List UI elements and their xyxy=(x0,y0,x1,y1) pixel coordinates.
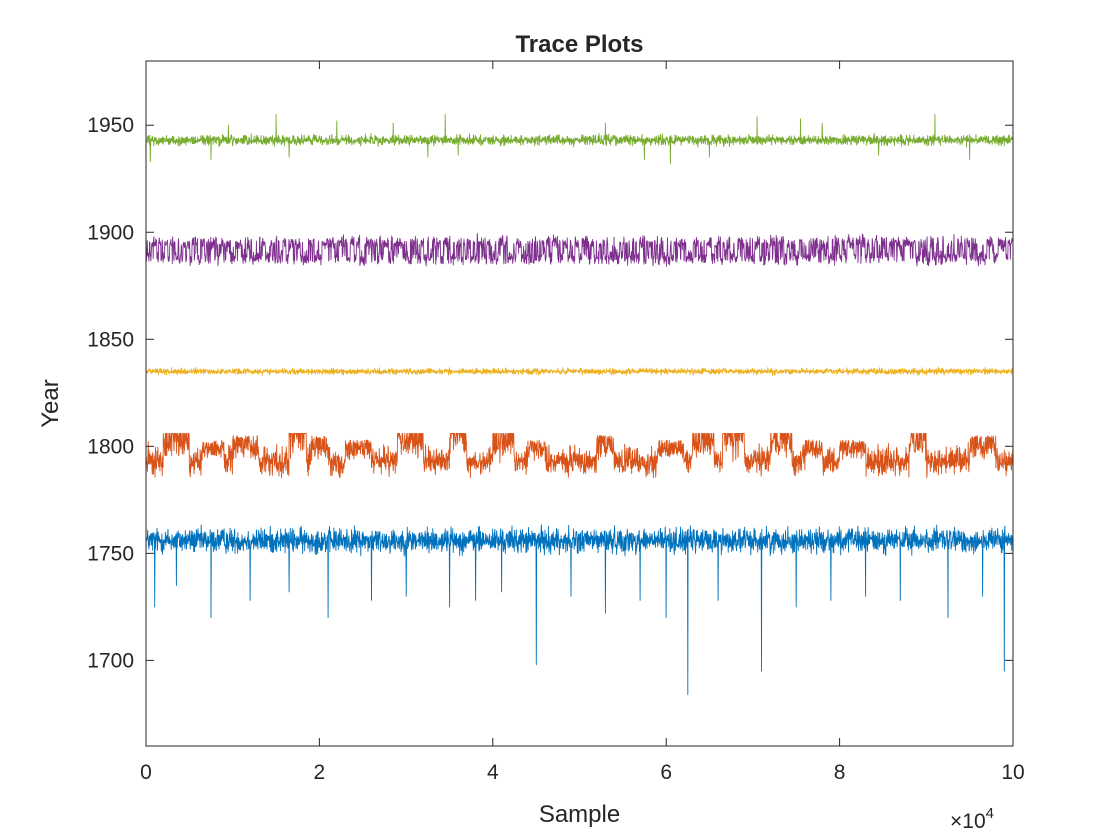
x-tick-label: 10 xyxy=(1001,761,1024,784)
series-layer xyxy=(145,114,1014,696)
y-tick-label: 1800 xyxy=(87,435,134,458)
y-axis: 1700 1750 1800 1850 1900 1950 xyxy=(87,114,1013,672)
x-multiplier-base: ×10 xyxy=(950,810,986,833)
x-tick-label: 6 xyxy=(660,761,672,784)
x-tick-label: 2 xyxy=(314,761,326,784)
series-3-trace xyxy=(145,366,1014,376)
y-tick-label: 1950 xyxy=(87,114,134,137)
x-tick-label: 4 xyxy=(487,761,499,784)
y-tick-label: 1700 xyxy=(87,649,134,672)
y-tick-label: 1850 xyxy=(87,328,134,351)
x-multiplier-exponent: 4 xyxy=(986,805,994,822)
x-axis: 0 2 4 6 8 10 xyxy=(140,61,1025,784)
x-axis-label: Sample xyxy=(539,801,620,828)
y-tick-label: 1750 xyxy=(87,542,134,565)
x-tick-label: 0 xyxy=(140,761,152,784)
x-tick-label: 8 xyxy=(834,761,846,784)
y-tick-label: 1900 xyxy=(87,221,134,244)
y-axis-label: Year xyxy=(37,379,64,428)
series-4-trace xyxy=(145,232,1014,267)
chart-title: Trace Plots xyxy=(515,31,643,58)
x-axis-multiplier: ×104 xyxy=(950,805,994,833)
series-5-trace xyxy=(145,114,1014,165)
series-2-trace xyxy=(145,433,1014,479)
axes-box xyxy=(145,60,1014,747)
series-1-trace xyxy=(145,524,1014,696)
